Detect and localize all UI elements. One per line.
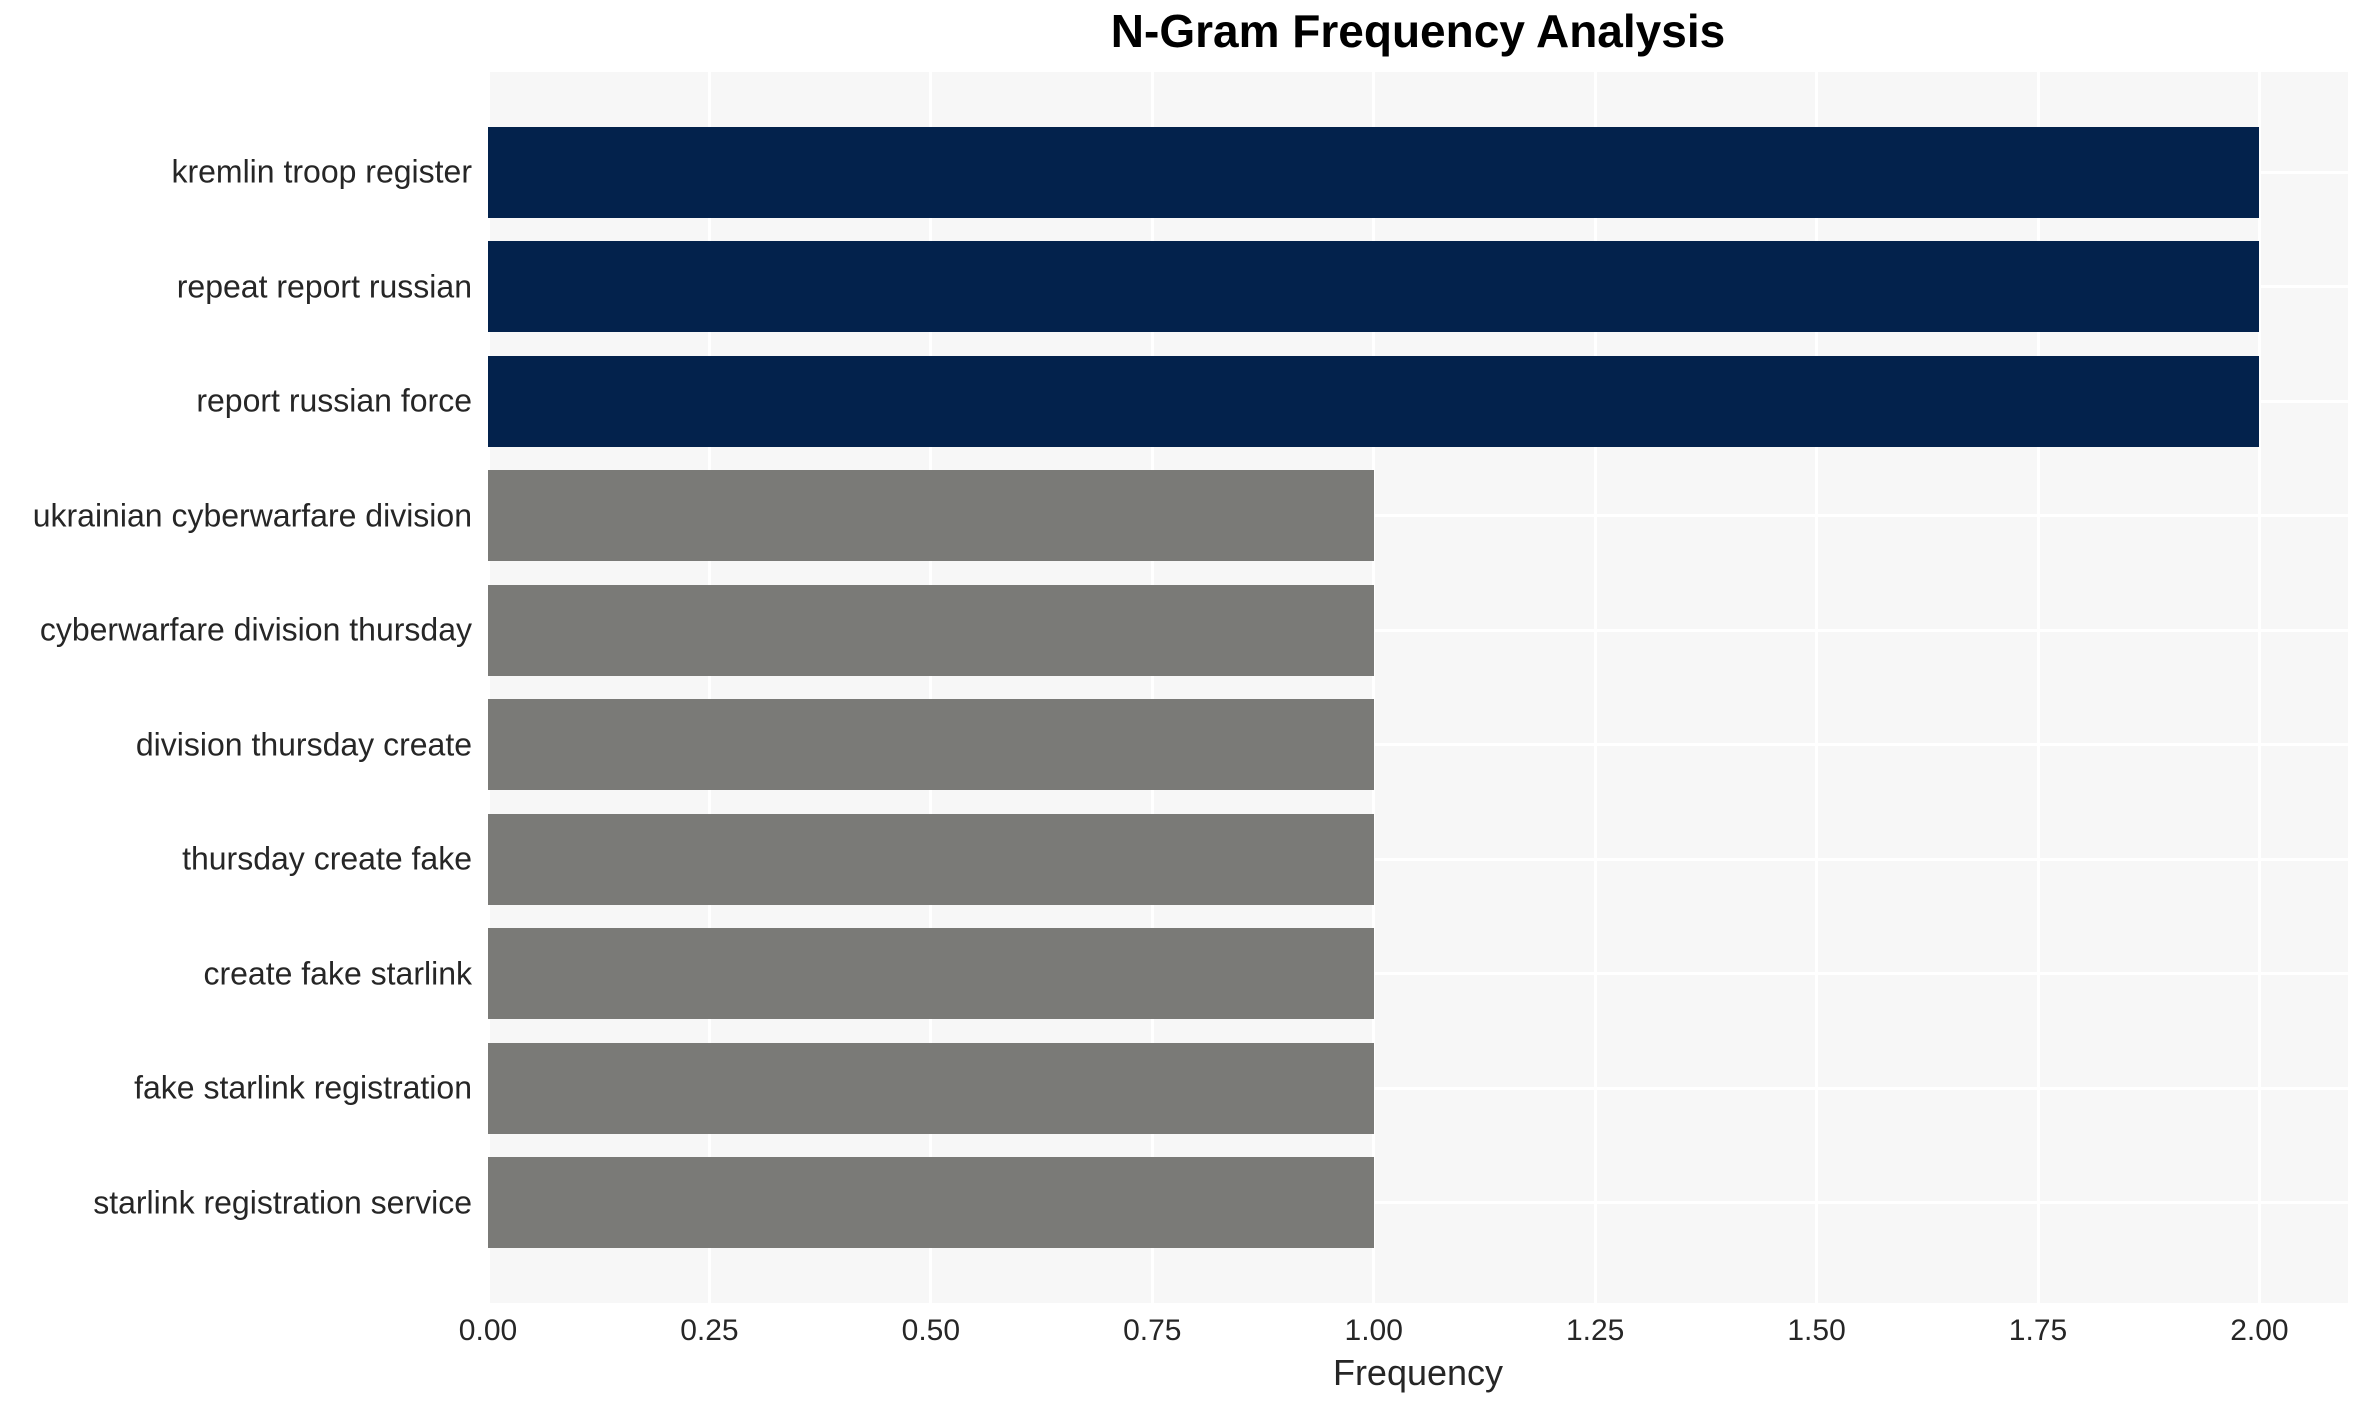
bar (488, 813, 1374, 905)
horizontal-gridline (488, 1201, 2348, 1205)
y-axis-label: report russian force (196, 382, 472, 419)
vertical-gridline (929, 72, 933, 1303)
y-axis-label: ukrainian cyberwarfare division (32, 497, 472, 534)
y-axis-label: thursday create fake (182, 840, 472, 877)
x-tick-label: 1.50 (1787, 1314, 1846, 1347)
x-tick-label: 1.75 (2008, 1314, 2068, 1347)
x-tick-label: 1.25 (1565, 1314, 1625, 1347)
x-tick-label: 2.00 (2230, 1314, 2289, 1347)
y-axis-label: repeat report russian (176, 268, 472, 305)
y-axis-label: kremlin troop register (171, 153, 472, 190)
y-axis-label: fake starlink registration (134, 1069, 472, 1106)
vertical-gridline (2036, 72, 2040, 1303)
x-tick-label: 0.25 (680, 1314, 739, 1347)
horizontal-gridline (488, 628, 2348, 632)
vertical-gridline (1372, 72, 1376, 1303)
y-axis-label: starlink registration service (93, 1184, 472, 1221)
bar (488, 699, 1374, 791)
x-axis-ticks: 0.00 0.25 0.50 0.75 1.00 1.25 1.50 1.75 2.00 (459, 1314, 2348, 1356)
y-axis-label: create fake starlink (203, 955, 472, 992)
x-tick-label: 0.50 (901, 1314, 961, 1347)
bar (488, 241, 2260, 333)
bar (488, 1157, 1374, 1249)
bar (488, 355, 2260, 447)
x-axis-title: Frequency (1332, 1352, 1504, 1393)
x-tick-label: 0.75 (1123, 1314, 1182, 1347)
horizontal-gridline (488, 857, 2348, 861)
horizontal-gridline (488, 1086, 2348, 1090)
vertical-gridline (488, 72, 490, 1303)
x-tick-label: 1.00 (1344, 1314, 1403, 1347)
y-axis-label: division thursday create (135, 726, 472, 763)
vertical-gridline (1150, 72, 1154, 1303)
y-axis-label: cyberwarfare division thursday (39, 611, 472, 648)
vertical-gridline (2257, 72, 2261, 1303)
vertical-gridline (707, 72, 711, 1303)
horizontal-gridline (488, 743, 2348, 747)
chart-title: N-Gram Frequency Analysis (1110, 5, 1726, 57)
bar (488, 928, 1374, 1020)
vertical-gridline (1815, 72, 1819, 1303)
bar (488, 1042, 1374, 1134)
horizontal-gridline (488, 972, 2348, 976)
horizontal-gridline (488, 514, 2348, 518)
bar (488, 126, 2260, 218)
y-axis-labels: kremlin troop register repeat report russ… (0, 72, 472, 1303)
plot-area (488, 72, 2348, 1303)
vertical-gridline (1593, 72, 1597, 1303)
bar (488, 470, 1374, 562)
x-tick-label: 0.00 (458, 1314, 518, 1347)
bar (488, 584, 1374, 676)
